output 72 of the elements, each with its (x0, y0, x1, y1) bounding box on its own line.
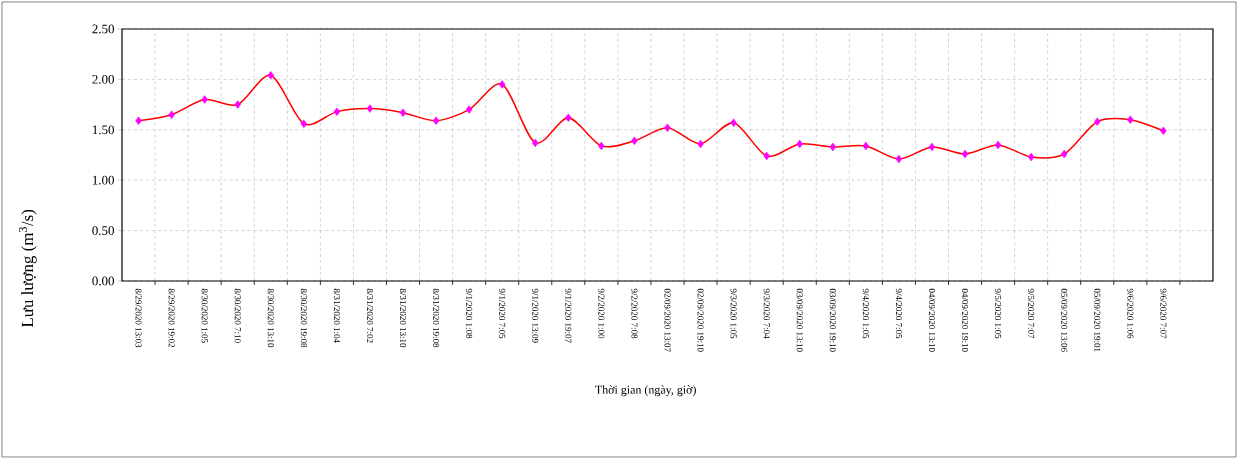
point (432, 116, 440, 125)
x-tick-label: 9/4/2020 7:05 (895, 288, 902, 339)
x-tick-label: 8/31/2020 1:04 (333, 288, 340, 343)
x-tick-label: 9/1/2020 1:08 (466, 288, 473, 339)
point (961, 149, 969, 159)
point (763, 151, 770, 161)
point (565, 113, 572, 122)
x-tick-label: 9/2/2020 1:00 (598, 288, 605, 339)
point (895, 154, 903, 164)
x-tick-label: 9/5/2020 1:05 (995, 288, 1002, 339)
x-tick-label: 04/09/2020 19:10 (961, 288, 969, 352)
point (300, 119, 308, 128)
x-tick-label: 9/1/2020 19:07 (565, 288, 572, 343)
x-tick-label: 9/5/2020 7:07 (1028, 288, 1035, 339)
point (730, 118, 737, 127)
x-tick-label: 9/1/2020 13:09 (532, 288, 539, 343)
point (366, 104, 374, 113)
x-tick-label: 8/30/2020 7:10 (234, 288, 241, 343)
point (234, 100, 241, 109)
y-tick-label: 0.50 (92, 226, 114, 235)
point (135, 116, 142, 125)
point (862, 141, 870, 151)
point (631, 136, 638, 146)
point (697, 139, 704, 149)
point (796, 139, 803, 149)
point (1127, 115, 1134, 124)
point (598, 141, 605, 151)
x-tick-label: 8/29/2020 13:03 (135, 288, 142, 348)
x-tick-label: 9/2/2020 7:08 (631, 288, 638, 339)
x-tick-label: 9/4/2020 1:05 (862, 288, 869, 339)
point (928, 142, 936, 152)
point (498, 80, 506, 89)
x-tick-label: 8/29/2020 19:02 (168, 288, 175, 348)
y-tick-label: 0.00 (92, 276, 114, 286)
x-tick-label: 02/09/2020 19:10 (697, 288, 704, 352)
point (664, 123, 671, 132)
x-tick-label: 9/3/2020 1:05 (730, 288, 737, 339)
x-tick-label: 8/30/2020 13:10 (267, 288, 274, 348)
point (201, 95, 208, 104)
x-tick-label: 03/09/2020 19:10 (829, 288, 836, 352)
x-tick-label: 8/30/2020 1:05 (201, 288, 208, 343)
y-axis-title: Lưu lượng (m$^{3}$/s) (18, 209, 37, 328)
point (465, 105, 473, 114)
x-tick-label: 8/31/2020 13:10 (399, 288, 407, 348)
point (399, 108, 407, 117)
x-axis-title: Thời gian (ngày, giờ) (595, 385, 696, 397)
x-tick-label: 9/6/2020 7:07 (1160, 288, 1167, 339)
x-tick-label: 8/31/2020 19:08 (433, 288, 440, 348)
x-tick-label: 05/09/2020 13:06 (1061, 288, 1068, 352)
point (1094, 117, 1101, 126)
y-tick-label: 2.50 (92, 24, 114, 34)
y-tick-label: 1.50 (92, 125, 114, 135)
point (267, 71, 274, 80)
x-tick-label: 9/6/2020 1:06 (1127, 288, 1134, 339)
point (168, 110, 175, 119)
y-tick-label: 1.00 (92, 175, 114, 185)
point (1160, 126, 1167, 135)
point (1027, 152, 1035, 162)
x-tick-label: 8/31/2020 7:02 (366, 288, 374, 343)
x-tick-label: 8/30/2020 19:08 (300, 288, 307, 348)
x-tick-label: 03/09/2020 13:10 (796, 288, 803, 352)
point (994, 140, 1002, 150)
x-tick-label: 05/09/2020 19:01 (1094, 288, 1101, 352)
point (333, 107, 341, 116)
point (1061, 149, 1068, 159)
x-tick-label: 9/3/2020 7:04 (763, 288, 770, 339)
x-tick-label: 02/09/2020 13:07 (664, 288, 671, 352)
y-tick-label: 2.00 (92, 74, 114, 84)
point (829, 142, 836, 152)
x-tick-label: 04/09/2020 13:10 (928, 288, 936, 352)
x-tick-label: 9/1/2020 7:05 (499, 288, 506, 339)
point (532, 138, 539, 148)
